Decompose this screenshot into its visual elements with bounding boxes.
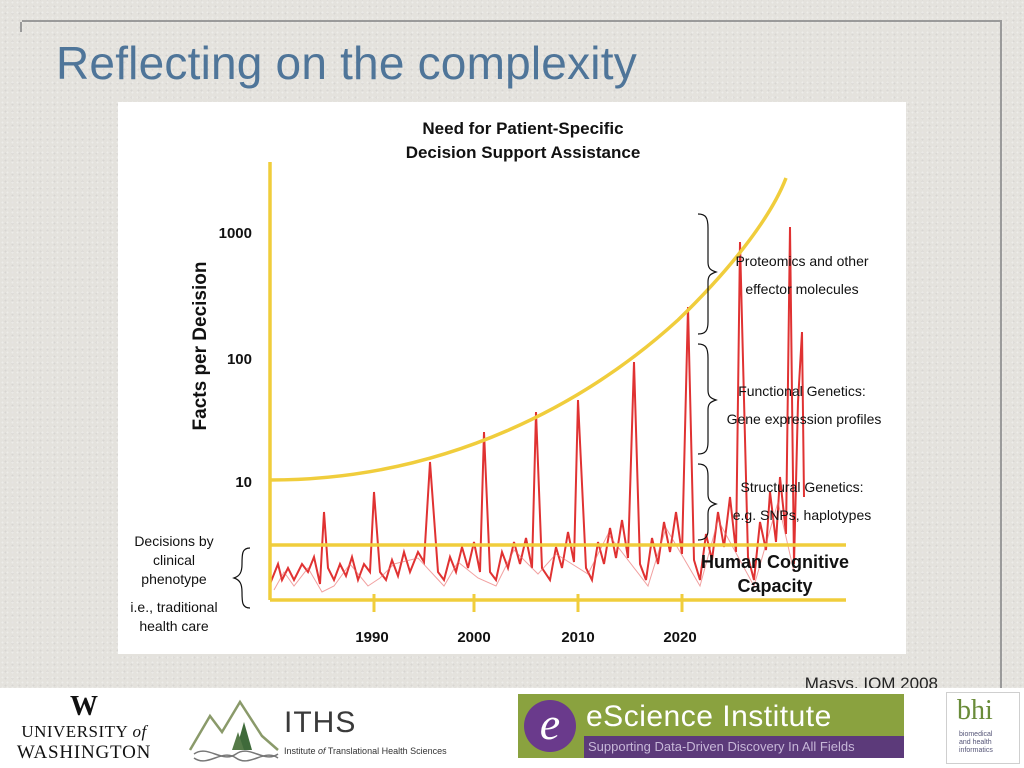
uw-w-mark: W	[70, 691, 98, 722]
escience-name: eScience Institute	[586, 700, 832, 733]
capacity-label-line2: Capacity	[737, 576, 812, 596]
x-label-2000: 2000	[457, 629, 490, 646]
facts-per-decision-spikes	[269, 226, 805, 585]
facts-per-decision-spikes-shadow	[273, 501, 795, 593]
bhi-text: biomedical and health informatics	[959, 731, 1017, 755]
bhi-logo: bhi biomedical and health informatics	[946, 692, 1020, 764]
y-tick-10: 10	[235, 474, 252, 491]
escience-tagline: Supporting Data-Driven Discovery In All …	[584, 736, 904, 758]
iths-mountain-icon	[188, 699, 279, 762]
x-label-2010: 2010	[561, 629, 594, 646]
slide-frame	[20, 20, 1002, 688]
bhi-text-line2: and health	[959, 739, 992, 746]
right-annotation-functional-line2: Gene expression profiles	[727, 411, 882, 427]
x-label-2020: 2020	[663, 629, 696, 646]
uw-logo: W UNIVERSITY of WASHINGTON	[14, 692, 154, 766]
right-annotation-functional-line1: Functional Genetics:	[738, 383, 866, 399]
left-brace	[232, 547, 251, 609]
slide-title: Reflecting on the complexity	[56, 37, 637, 89]
left-annotation-line5: health care	[139, 618, 208, 634]
left-annotation-line4: i.e., traditional	[130, 599, 217, 615]
x-label-1990: 1990	[355, 629, 388, 646]
complexity-diagram: Need for Patient-Specific Decision Suppo…	[130, 119, 882, 646]
iths-logo: ITHS Institute of Translational Health S…	[188, 692, 458, 764]
uw-name-of: of	[132, 722, 147, 741]
iths-name: ITHS	[284, 706, 357, 739]
escience-e-icon: e	[524, 700, 576, 752]
left-annotation-line3: phenotype	[141, 571, 207, 587]
right-annotation-structural-line2: e.g. SNPs, haplotypes	[733, 507, 872, 523]
iths-sub-b: of	[318, 746, 326, 756]
uw-name-university: UNIVERSITY	[21, 722, 133, 741]
y-tick-100: 100	[227, 351, 252, 368]
need-curve	[269, 177, 788, 482]
iths-sub-a: Institute	[284, 746, 319, 756]
capacity-label-line1: Human Cognitive	[701, 552, 849, 572]
uw-name-line1: UNIVERSITY of	[14, 722, 154, 742]
right-annotation-structural-line1: Structural Genetics:	[741, 479, 864, 495]
iths-sub-c: Translational Health Sciences	[325, 746, 447, 756]
right-annotation-proteomics-line2: effector molecules	[745, 281, 858, 297]
bhi-mark: bhi	[957, 695, 993, 726]
figure-title-line2: Decision Support Assistance	[406, 143, 641, 162]
right-annotation-proteomics-line1: Proteomics and other	[735, 253, 868, 269]
figure-panel: Need for Patient-Specific Decision Suppo…	[118, 102, 906, 654]
left-annotation-line1: Decisions by	[134, 533, 213, 549]
logo-bar: W UNIVERSITY of WASHINGTON ITHS Institut…	[0, 688, 1024, 768]
bhi-text-line1: biomedical	[959, 731, 993, 738]
escience-logo: e eScience Institute Supporting Data-Dri…	[518, 694, 904, 758]
bhi-text-line3: informatics	[959, 747, 993, 754]
figure-title-line1: Need for Patient-Specific	[422, 119, 623, 138]
iths-subtitle: Institute of Translational Health Scienc…	[284, 746, 447, 756]
right-brace-functional	[697, 343, 718, 455]
y-tick-1000: 1000	[219, 225, 252, 242]
uw-name-line2: WASHINGTON	[16, 742, 152, 763]
right-brace-proteomics	[697, 213, 718, 335]
y-axis-label: Facts per Decision	[190, 262, 211, 431]
left-annotation-line2: clinical	[153, 552, 195, 568]
right-brace-structural	[697, 463, 718, 541]
